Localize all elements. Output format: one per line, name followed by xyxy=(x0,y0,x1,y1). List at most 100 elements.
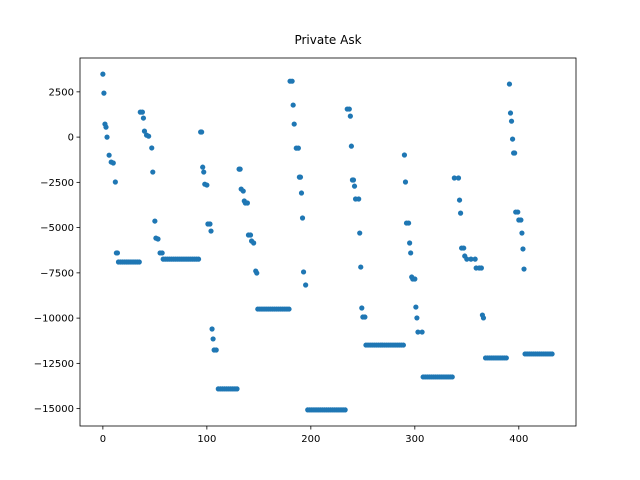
point xyxy=(356,196,362,202)
point xyxy=(518,217,524,223)
point xyxy=(141,128,148,134)
point xyxy=(303,282,309,288)
point xyxy=(400,342,406,348)
point xyxy=(480,315,487,321)
point xyxy=(150,169,156,175)
point xyxy=(520,246,526,252)
point xyxy=(347,113,353,119)
point xyxy=(506,81,513,87)
point xyxy=(291,121,297,127)
point xyxy=(295,145,301,151)
y-tick-label: −5000 xyxy=(40,223,74,234)
point xyxy=(286,306,292,312)
point xyxy=(412,276,418,282)
x-tick-label: 300 xyxy=(405,434,424,445)
point xyxy=(155,236,161,242)
point xyxy=(408,250,414,256)
point xyxy=(478,265,484,271)
point xyxy=(237,166,243,172)
point xyxy=(106,152,112,158)
point xyxy=(359,305,365,311)
point xyxy=(357,230,363,236)
y-tick-label: 0 xyxy=(68,133,74,144)
point xyxy=(519,230,525,236)
point xyxy=(136,259,142,265)
point xyxy=(213,347,219,353)
point xyxy=(351,183,358,189)
point xyxy=(507,110,514,116)
point xyxy=(503,355,509,361)
point xyxy=(346,106,352,112)
point xyxy=(139,109,145,115)
point xyxy=(289,78,295,84)
x-tick-label: 400 xyxy=(509,434,528,445)
point xyxy=(348,143,354,149)
point xyxy=(101,90,107,96)
point xyxy=(110,160,116,166)
point xyxy=(401,152,408,158)
point xyxy=(472,256,478,262)
point xyxy=(104,134,110,140)
point xyxy=(299,215,306,221)
point xyxy=(254,270,260,276)
point xyxy=(451,175,457,181)
point xyxy=(402,179,409,185)
point xyxy=(413,304,419,310)
y-tick-label: −7500 xyxy=(40,268,74,279)
point xyxy=(298,190,305,196)
point xyxy=(247,232,254,238)
x-tick-label: 200 xyxy=(301,434,320,445)
point xyxy=(100,71,106,77)
y-tick-label: −2500 xyxy=(40,178,74,189)
point xyxy=(251,240,257,246)
point xyxy=(455,175,462,181)
point xyxy=(509,136,516,142)
point xyxy=(240,188,246,194)
point xyxy=(407,240,413,246)
y-tick-label: 2500 xyxy=(49,87,74,98)
point xyxy=(210,336,216,342)
y-tick-label: −12500 xyxy=(34,359,74,370)
point xyxy=(549,351,555,357)
point xyxy=(290,102,296,108)
point xyxy=(521,266,527,272)
point xyxy=(146,133,152,139)
point xyxy=(456,197,463,203)
point xyxy=(358,264,364,270)
point xyxy=(457,210,464,216)
point xyxy=(508,118,515,124)
point xyxy=(300,269,307,275)
point xyxy=(244,200,251,206)
x-tick-label: 100 xyxy=(197,434,216,445)
point xyxy=(195,256,202,262)
point xyxy=(149,145,155,151)
point xyxy=(152,218,158,224)
point xyxy=(201,169,207,175)
x-tick-label: 0 xyxy=(100,434,106,445)
point xyxy=(419,329,425,335)
point xyxy=(297,174,304,180)
point xyxy=(414,315,420,321)
point xyxy=(362,314,368,320)
point xyxy=(449,374,455,380)
point xyxy=(405,220,412,226)
point xyxy=(461,245,467,251)
point xyxy=(468,256,474,262)
point xyxy=(208,228,214,234)
point xyxy=(200,164,206,170)
point xyxy=(342,407,348,413)
y-tick-label: −10000 xyxy=(34,314,74,325)
point xyxy=(209,326,215,332)
point xyxy=(140,115,147,121)
point xyxy=(159,250,165,256)
point xyxy=(199,129,205,135)
point xyxy=(103,124,109,130)
point xyxy=(114,250,121,256)
point xyxy=(464,256,470,262)
point xyxy=(415,329,421,335)
y-tick-label: −15000 xyxy=(34,404,74,415)
axes-frame xyxy=(79,57,577,427)
point xyxy=(350,177,357,183)
